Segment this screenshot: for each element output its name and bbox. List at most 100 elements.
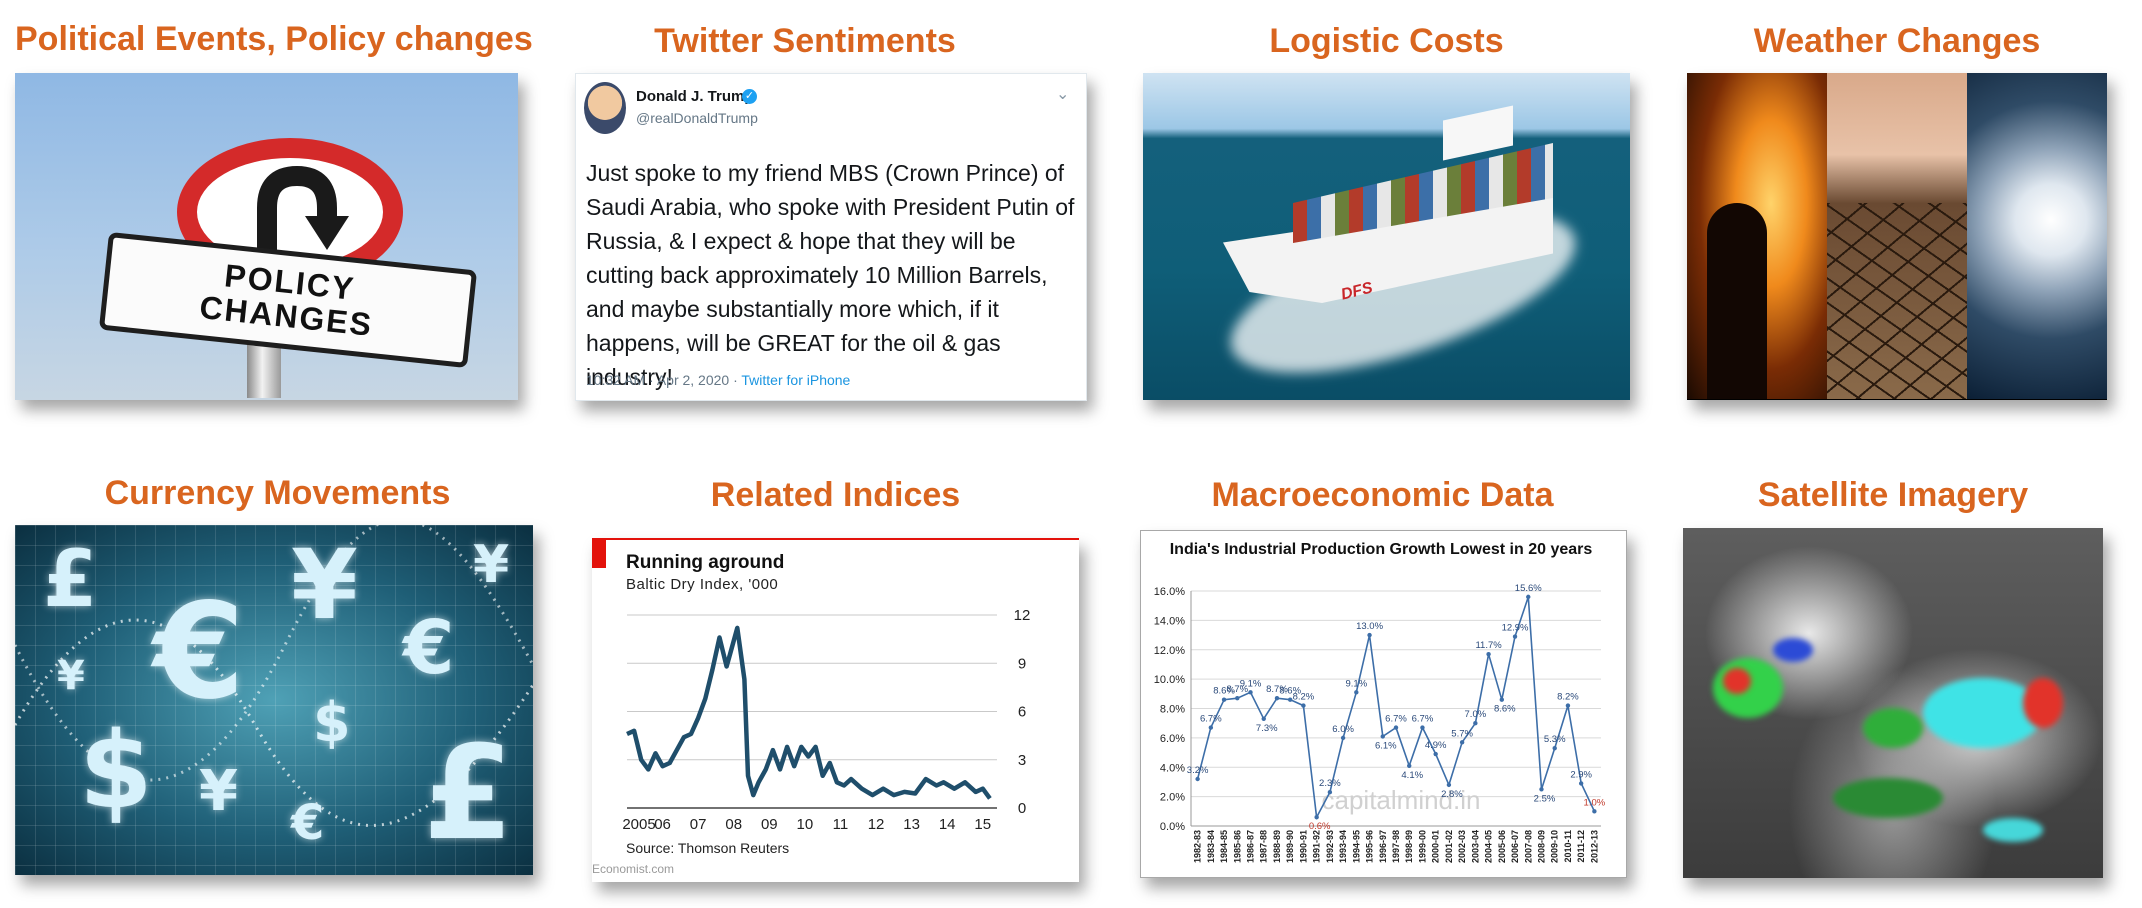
data-label: 9.1% xyxy=(1240,678,1262,689)
x-tick-label: 1990-91 xyxy=(1298,830,1308,863)
data-label: 5.7% xyxy=(1451,728,1473,739)
euro-symbol-2: € xyxy=(403,605,455,691)
india-iip-chart: India's Industrial Production Growth Low… xyxy=(1140,530,1627,878)
x-tick-label: 2003-04 xyxy=(1470,830,1480,863)
x-tick-label: 07 xyxy=(690,816,707,833)
chart-subtitle: Baltic Dry Index, '000 xyxy=(626,576,779,593)
data-point xyxy=(1354,690,1359,695)
data-label: 8.7% xyxy=(1266,684,1288,695)
y-tick-label: 0 xyxy=(1018,800,1026,817)
data-label: 7.0% xyxy=(1465,709,1487,720)
y-tick-label: 3 xyxy=(1018,752,1026,769)
x-tick-label: 2007-08 xyxy=(1523,830,1533,863)
title-satellite: Satellite Imagery xyxy=(1757,476,2029,514)
tweet-author-handle[interactable]: @realDonaldTrump xyxy=(636,110,758,126)
y-tick-label: 8.0% xyxy=(1160,704,1185,716)
data-point xyxy=(1393,725,1399,730)
policy-changes-sign: POLICY CHANGES xyxy=(98,231,478,369)
data-label: 7.3% xyxy=(1256,723,1278,734)
red-patch-2 xyxy=(2023,678,2063,728)
data-point xyxy=(1486,651,1491,657)
data-point xyxy=(1433,751,1438,757)
data-point xyxy=(1512,634,1518,639)
data-label: 8.2% xyxy=(1293,692,1315,703)
tweet-meta: 10:32 AM · Apr 2, 2020 · Twitter for iPh… xyxy=(586,372,850,388)
currency-image: £ ¥ ¥ € € ¥ $ $ ¥ € £ xyxy=(15,525,533,875)
y-tick-label: 0.0% xyxy=(1160,821,1185,833)
data-point xyxy=(1592,809,1597,814)
x-tick-label: 1984-85 xyxy=(1219,830,1229,863)
title-weather: Weather Changes xyxy=(1753,22,2041,60)
red-patch-1 xyxy=(1723,668,1751,694)
data-point xyxy=(1473,720,1478,726)
data-point xyxy=(1552,745,1557,751)
tweet-source-link[interactable]: Twitter for iPhone xyxy=(741,372,851,388)
data-label: 2.8% xyxy=(1441,789,1463,800)
chart-title: Running aground xyxy=(626,552,785,573)
data-point xyxy=(1261,716,1266,721)
x-tick-label: 1995-96 xyxy=(1365,830,1375,863)
data-point xyxy=(1420,725,1425,730)
data-point xyxy=(1208,725,1214,730)
x-tick-label: 2011-12 xyxy=(1576,830,1586,863)
x-tick-label: 1999-00 xyxy=(1417,830,1427,863)
data-label: 13.0% xyxy=(1356,621,1383,632)
chevron-down-icon[interactable]: ⌄ xyxy=(1056,86,1070,103)
y-tick-label: 14.0% xyxy=(1154,615,1185,627)
x-tick-label: 09 xyxy=(761,816,778,833)
green-patch-3 xyxy=(1833,778,1943,818)
x-tick-label: 1983-84 xyxy=(1206,830,1216,863)
data-label: 3.2% xyxy=(1187,765,1209,776)
data-point xyxy=(1221,697,1227,702)
avatar[interactable] xyxy=(584,82,626,134)
y-tick-label: 16.0% xyxy=(1154,586,1185,598)
ship-bridge xyxy=(1443,105,1513,161)
chart-title: India's Industrial Production Growth Low… xyxy=(1169,541,1593,558)
tweet-timestamp[interactable]: 10:32 AM · Apr 2, 2020 · xyxy=(586,372,742,388)
tweet-text: Just spoke to my friend MBS (Crown Princ… xyxy=(586,160,1075,390)
data-label: 4.1% xyxy=(1401,770,1423,781)
data-point xyxy=(1578,781,1584,786)
x-tick-label: 15 xyxy=(974,816,991,833)
x-tick-label: 08 xyxy=(725,816,742,833)
firefighter-silhouette xyxy=(1707,203,1767,399)
currency-waves xyxy=(15,525,533,827)
policy-image: POLICY CHANGES xyxy=(15,73,518,400)
title-currency: Currency Movements xyxy=(104,474,451,512)
hurricane-image xyxy=(1967,73,2107,399)
economist-top-rule xyxy=(606,538,1079,540)
data-label: 6.0% xyxy=(1332,724,1354,735)
u-turn-icon xyxy=(257,165,349,258)
data-label: 2.3% xyxy=(1319,778,1341,789)
x-tick-label: 12 xyxy=(868,816,885,833)
x-tick-label: 1987-88 xyxy=(1259,830,1269,863)
y-tick-label: 6 xyxy=(1018,704,1026,721)
yen-symbol-1: ¥ xyxy=(291,529,358,641)
data-label: 8.6% xyxy=(1213,686,1235,697)
data-point xyxy=(1327,790,1333,795)
data-label: 1.0% xyxy=(1584,797,1606,808)
y-tick-label: 4.0% xyxy=(1160,762,1185,774)
x-tick-label: 2005 xyxy=(622,816,655,833)
data-label: 6.7% xyxy=(1412,714,1434,725)
data-label: 6.7% xyxy=(1385,714,1407,725)
x-tick-label: 1985-86 xyxy=(1232,830,1242,863)
dollar-symbol-2: $ xyxy=(79,709,153,832)
data-point xyxy=(1499,697,1505,702)
data-label: 8.7% xyxy=(1226,684,1248,695)
data-label: 12.9% xyxy=(1502,623,1529,634)
x-tick-label: 1988-89 xyxy=(1272,830,1282,863)
tweet-author-name[interactable]: Donald J. Trump xyxy=(636,88,754,105)
dollar-symbol-1: $ xyxy=(313,691,351,754)
y-tick-label: 12.0% xyxy=(1154,645,1185,657)
verified-icon: ✓ xyxy=(742,89,757,104)
x-tick-label: 2012-13 xyxy=(1589,830,1599,863)
blue-patch xyxy=(1773,638,1813,662)
y-tick-label: 12 xyxy=(1014,607,1031,624)
satellite-image xyxy=(1683,528,2103,878)
data-label: 0.6% xyxy=(1309,821,1331,832)
euro-symbol-3: € xyxy=(291,795,325,851)
x-tick-label: 14 xyxy=(939,816,956,833)
title-macro: Macroeconomic Data xyxy=(1211,476,1554,514)
